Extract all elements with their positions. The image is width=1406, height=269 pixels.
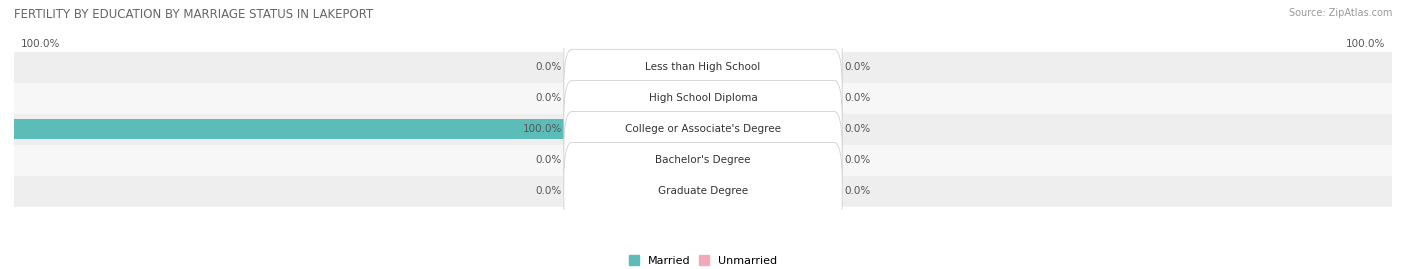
Text: 0.0%: 0.0%	[844, 124, 870, 134]
Bar	[620, 89, 703, 108]
Bar	[703, 119, 772, 139]
Text: 0.0%: 0.0%	[844, 155, 870, 165]
Bar	[14, 52, 1392, 83]
FancyBboxPatch shape	[564, 80, 842, 178]
Bar	[620, 182, 703, 201]
Text: Graduate Degree: Graduate Degree	[658, 186, 748, 196]
Legend: Married, Unmarried: Married, Unmarried	[628, 255, 778, 266]
Text: 100.0%: 100.0%	[523, 124, 562, 134]
Bar	[703, 57, 772, 77]
Text: Source: ZipAtlas.com: Source: ZipAtlas.com	[1288, 8, 1392, 18]
Bar	[14, 145, 1392, 176]
FancyBboxPatch shape	[564, 111, 842, 209]
Text: 0.0%: 0.0%	[536, 62, 562, 72]
Text: FERTILITY BY EDUCATION BY MARRIAGE STATUS IN LAKEPORT: FERTILITY BY EDUCATION BY MARRIAGE STATU…	[14, 8, 374, 21]
Text: 0.0%: 0.0%	[844, 93, 870, 103]
Bar	[14, 176, 1392, 207]
Bar	[703, 182, 772, 201]
Text: 0.0%: 0.0%	[536, 93, 562, 103]
Bar	[14, 83, 1392, 114]
Bar	[14, 114, 1392, 145]
Text: Less than High School: Less than High School	[645, 62, 761, 72]
Bar	[620, 57, 703, 77]
Text: College or Associate's Degree: College or Associate's Degree	[626, 124, 780, 134]
Text: 0.0%: 0.0%	[536, 155, 562, 165]
FancyBboxPatch shape	[564, 49, 842, 147]
Text: 100.0%: 100.0%	[21, 39, 60, 49]
Bar	[620, 151, 703, 170]
Text: 0.0%: 0.0%	[536, 186, 562, 196]
FancyBboxPatch shape	[564, 18, 842, 116]
Bar	[703, 89, 772, 108]
Text: 0.0%: 0.0%	[844, 62, 870, 72]
Text: 0.0%: 0.0%	[844, 186, 870, 196]
Text: 100.0%: 100.0%	[1346, 39, 1385, 49]
Bar	[14, 119, 703, 139]
FancyBboxPatch shape	[564, 143, 842, 240]
Text: High School Diploma: High School Diploma	[648, 93, 758, 103]
Bar	[703, 151, 772, 170]
Text: Bachelor's Degree: Bachelor's Degree	[655, 155, 751, 165]
